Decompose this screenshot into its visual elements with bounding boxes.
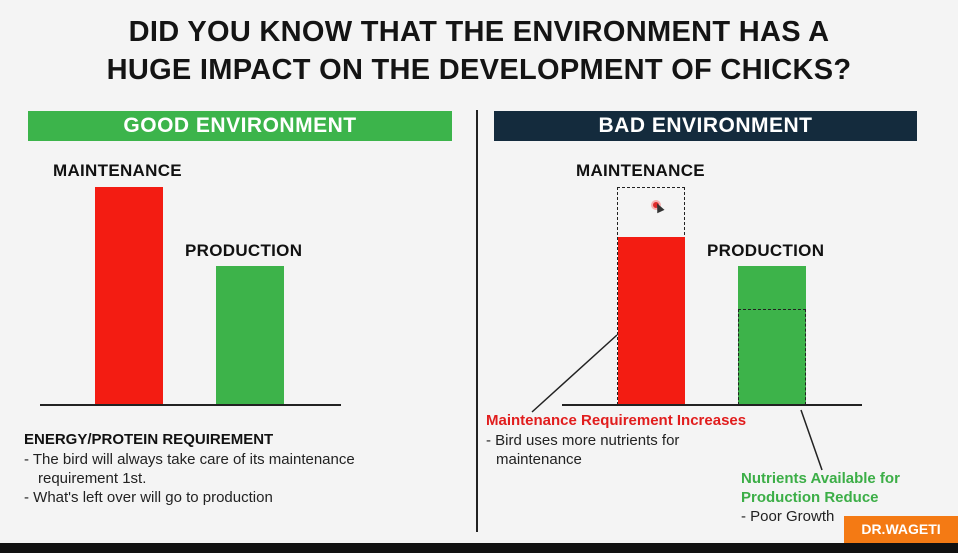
bad-production-bar xyxy=(738,266,806,405)
pointer-highlight-icon xyxy=(651,200,661,210)
poor-growth-note: - Poor Growth xyxy=(741,508,835,525)
good-bullet-1-line-2: requirement 1st. xyxy=(38,470,147,487)
good-bullet-1-line-1: - The bird will always take care of its … xyxy=(24,451,355,468)
title-line-2: HUGE IMPACT ON THE DEVELOPMENT OF CHICKS… xyxy=(106,54,852,86)
bad-maintenance-bar xyxy=(618,237,685,405)
bad-baseline xyxy=(562,404,862,406)
bad-maintenance-label: MAINTENANCE xyxy=(576,161,705,180)
good-production-bar xyxy=(216,266,284,405)
bad-production-label: PRODUCTION xyxy=(707,241,825,260)
nutrients-note-line-2: Production Reduce xyxy=(741,489,879,506)
bad-environment-banner: BAD ENVIRONMENT xyxy=(494,111,917,141)
good-bullet-2: - What's left over will go to production xyxy=(24,489,273,506)
good-production-label: PRODUCTION xyxy=(185,241,303,260)
energy-protein-heading: ENERGY/PROTEIN REQUIREMENT xyxy=(24,431,274,448)
maintenance-connector-line xyxy=(531,334,618,413)
title-line-1: DID YOU KNOW THAT THE ENVIRONMENT HAS A xyxy=(128,16,830,48)
good-maintenance-label: MAINTENANCE xyxy=(53,161,182,180)
video-bottom-bar xyxy=(0,543,958,553)
maintenance-increase-note: Maintenance Requirement Increases xyxy=(486,412,747,429)
bad-maintenance-sub-line-2: maintenance xyxy=(496,451,582,468)
production-connector-line xyxy=(800,409,823,471)
center-divider xyxy=(476,110,478,532)
good-environment-banner: GOOD ENVIRONMENT xyxy=(28,111,452,141)
channel-watermark: DR.WAGETI xyxy=(844,516,958,543)
bad-maintenance-sub-line-1: - Bird uses more nutrients for xyxy=(486,432,680,449)
good-maintenance-bar xyxy=(95,187,163,405)
nutrients-note-line-1: Nutrients Available for xyxy=(741,470,900,487)
good-baseline xyxy=(40,404,341,406)
